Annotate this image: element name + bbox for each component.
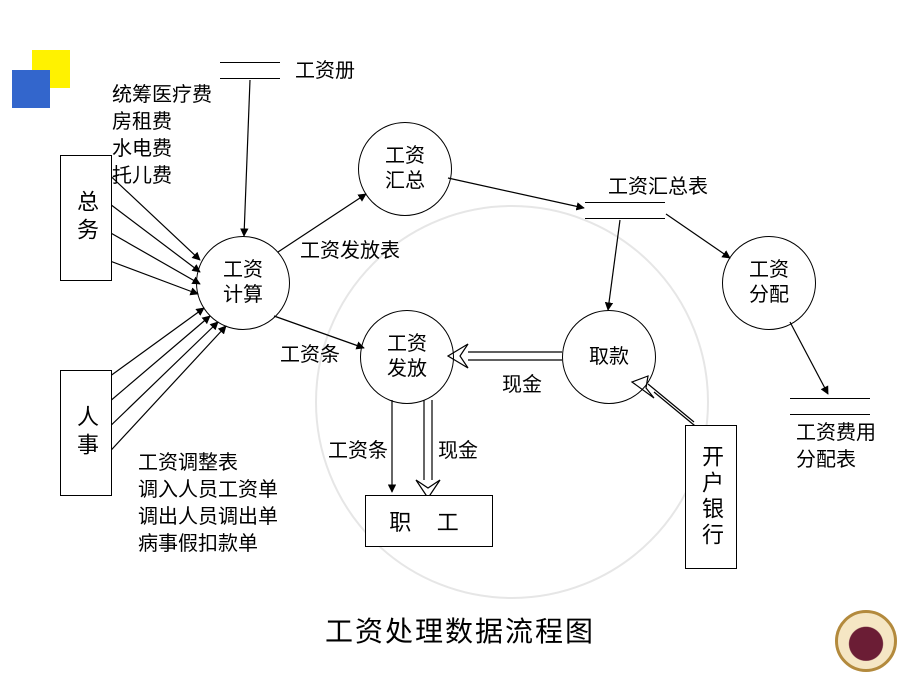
process-summary: 工资汇总 xyxy=(358,122,452,216)
process-allocate: 工资分配 xyxy=(722,236,816,330)
label-payslip-2: 工资条 xyxy=(328,438,388,465)
process-label: 工资发放 xyxy=(387,332,427,382)
process-label: 工资分配 xyxy=(749,258,789,308)
university-logo-icon xyxy=(835,610,897,672)
entity-label: 开户银行 xyxy=(695,445,727,549)
store-label-summary: 工资汇总表 xyxy=(608,174,708,201)
store-alloc-table xyxy=(790,398,870,414)
diagram-title: 工资处理数据流程图 xyxy=(0,610,920,650)
label-ga-items: 统筹医疗费 房租费 水电费 托儿费 xyxy=(112,82,212,190)
li: 工资调整表 xyxy=(138,450,278,477)
li: 水电费 xyxy=(112,136,212,163)
label-payslip-1: 工资条 xyxy=(280,342,340,369)
entity-bank: 开户银行 xyxy=(685,425,737,569)
entity-general-affairs: 总务 xyxy=(60,155,112,281)
li: 调入人员工资单 xyxy=(138,477,278,504)
entity-label: 职 工 xyxy=(389,505,469,537)
label-cash-2: 现金 xyxy=(438,438,478,465)
entity-label: 总务 xyxy=(70,190,102,246)
process-issue: 工资发放 xyxy=(360,310,454,404)
diagram-root: 总务 人事 职 工 开户银行 工资计算 工资汇总 工资发放 取款 工资分配 工资… xyxy=(0,0,920,690)
store-payroll-book xyxy=(220,62,280,78)
entity-hr: 人事 xyxy=(60,370,112,496)
label-issue-sheet: 工资发放表 xyxy=(300,238,400,265)
li: 房租费 xyxy=(112,109,212,136)
process-withdraw: 取款 xyxy=(562,310,656,404)
li: 病事假扣款单 xyxy=(138,531,278,558)
process-calc: 工资计算 xyxy=(196,236,290,330)
entity-employee: 职 工 xyxy=(365,495,493,547)
process-label: 工资计算 xyxy=(223,258,263,308)
store-summary-table xyxy=(585,202,665,218)
label-hr-items: 工资调整表 调入人员工资单 调出人员调出单 病事假扣款单 xyxy=(138,450,278,558)
li: 调出人员调出单 xyxy=(138,504,278,531)
li: 统筹医疗费 xyxy=(112,82,212,109)
process-label: 取款 xyxy=(589,345,629,370)
process-label: 工资汇总 xyxy=(385,144,425,194)
entity-label: 人事 xyxy=(70,405,102,461)
decor-blue-square xyxy=(12,70,50,108)
store-label-alloc: 工资费用分配表 xyxy=(796,420,906,474)
label-cash-1: 现金 xyxy=(502,372,542,399)
store-label-book: 工资册 xyxy=(295,58,355,85)
li: 托儿费 xyxy=(112,163,212,190)
